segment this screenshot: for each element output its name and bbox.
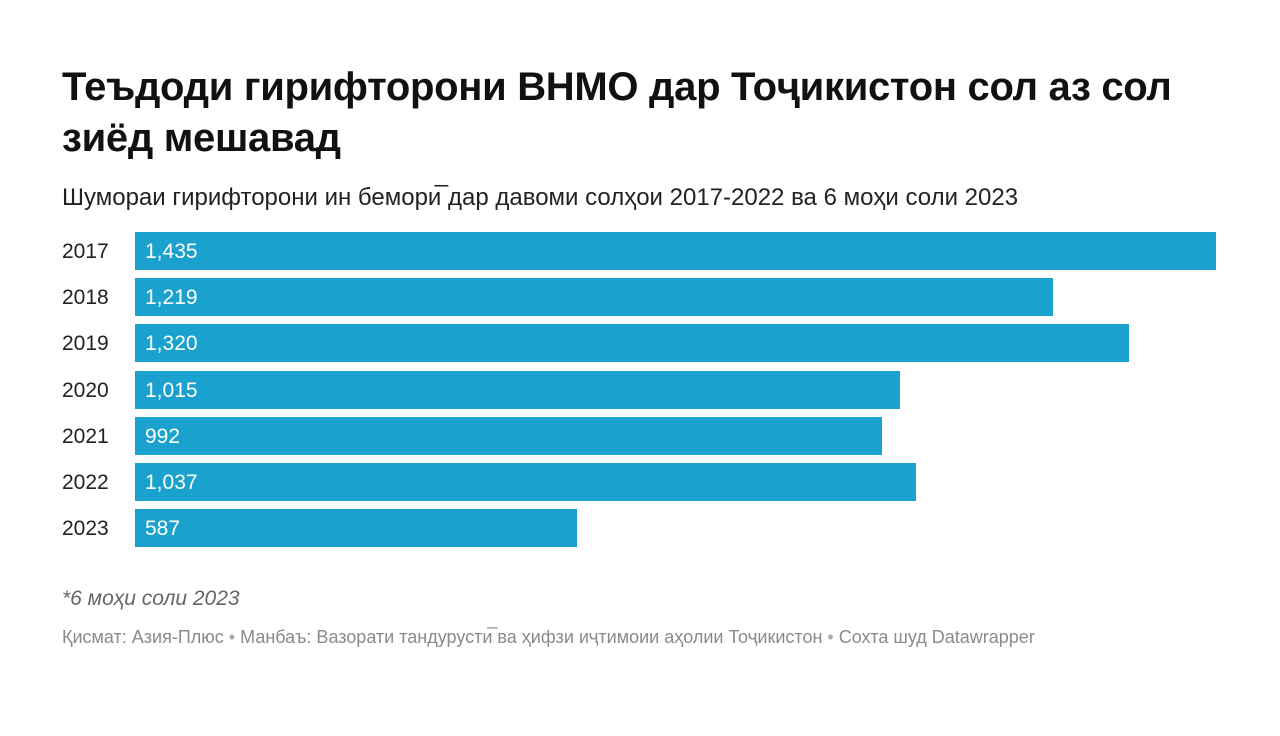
- category-label: 2022: [62, 471, 109, 494]
- chart-footer: Қисмат: Азия-Плюс • Манбаъ: Вазорати тан…: [62, 625, 1142, 649]
- bar-row: 2017 1,435: [62, 232, 1222, 270]
- bar-chart: 2017 1,435 2018 1,219 2019 1,320 2020 1,015 2021…: [62, 232, 1222, 552]
- category-label: 2020: [62, 379, 109, 402]
- separator-dot: •: [228, 627, 236, 647]
- bar-row: 2018 1,219: [62, 278, 1222, 316]
- category-label: 2018: [62, 286, 109, 309]
- category-label: 2019: [62, 332, 109, 355]
- value-label: 1,320: [145, 332, 198, 355]
- value-label: 1,037: [145, 471, 198, 494]
- bar: [135, 232, 1216, 270]
- bar-row: 2019 1,320: [62, 324, 1222, 362]
- bar-row: 2022 1,037: [62, 463, 1222, 501]
- chart-title: Теъдоди гирифторони ВНМО дар Тоҷикистон …: [62, 65, 1172, 160]
- bar: [135, 417, 882, 455]
- source-text: Манбаъ: Вазорати тандурусти̅ ва ҳифзи иҷ…: [240, 627, 823, 647]
- bar: [135, 463, 916, 501]
- value-label: 1,435: [145, 240, 198, 263]
- value-label: 1,015: [145, 379, 198, 402]
- bar: [135, 324, 1129, 362]
- made-with-text: Сохта шуд Datawrapper: [838, 627, 1035, 647]
- separator-dot: •: [827, 627, 834, 647]
- bar-row: 2020 1,015: [62, 371, 1222, 409]
- bar-row: 2023 587: [62, 509, 1222, 547]
- value-label: 992: [145, 425, 181, 448]
- value-label: 587: [145, 517, 181, 540]
- bar: [135, 278, 1053, 316]
- category-label: 2023: [62, 517, 109, 540]
- category-label: 2017: [62, 240, 109, 263]
- bar: [135, 509, 577, 547]
- category-label: 2021: [62, 425, 109, 448]
- bar: [135, 371, 900, 409]
- bar-row: 2021 992: [62, 417, 1222, 455]
- value-label: 1,219: [145, 286, 198, 309]
- footnote: *6 моҳи соли 2023: [62, 587, 240, 610]
- credit-text: Қисмат: Азия-Плюс: [62, 627, 224, 647]
- chart-subtitle: Шумораи гирифторони ин бемори̅ дар давом…: [62, 184, 1019, 211]
